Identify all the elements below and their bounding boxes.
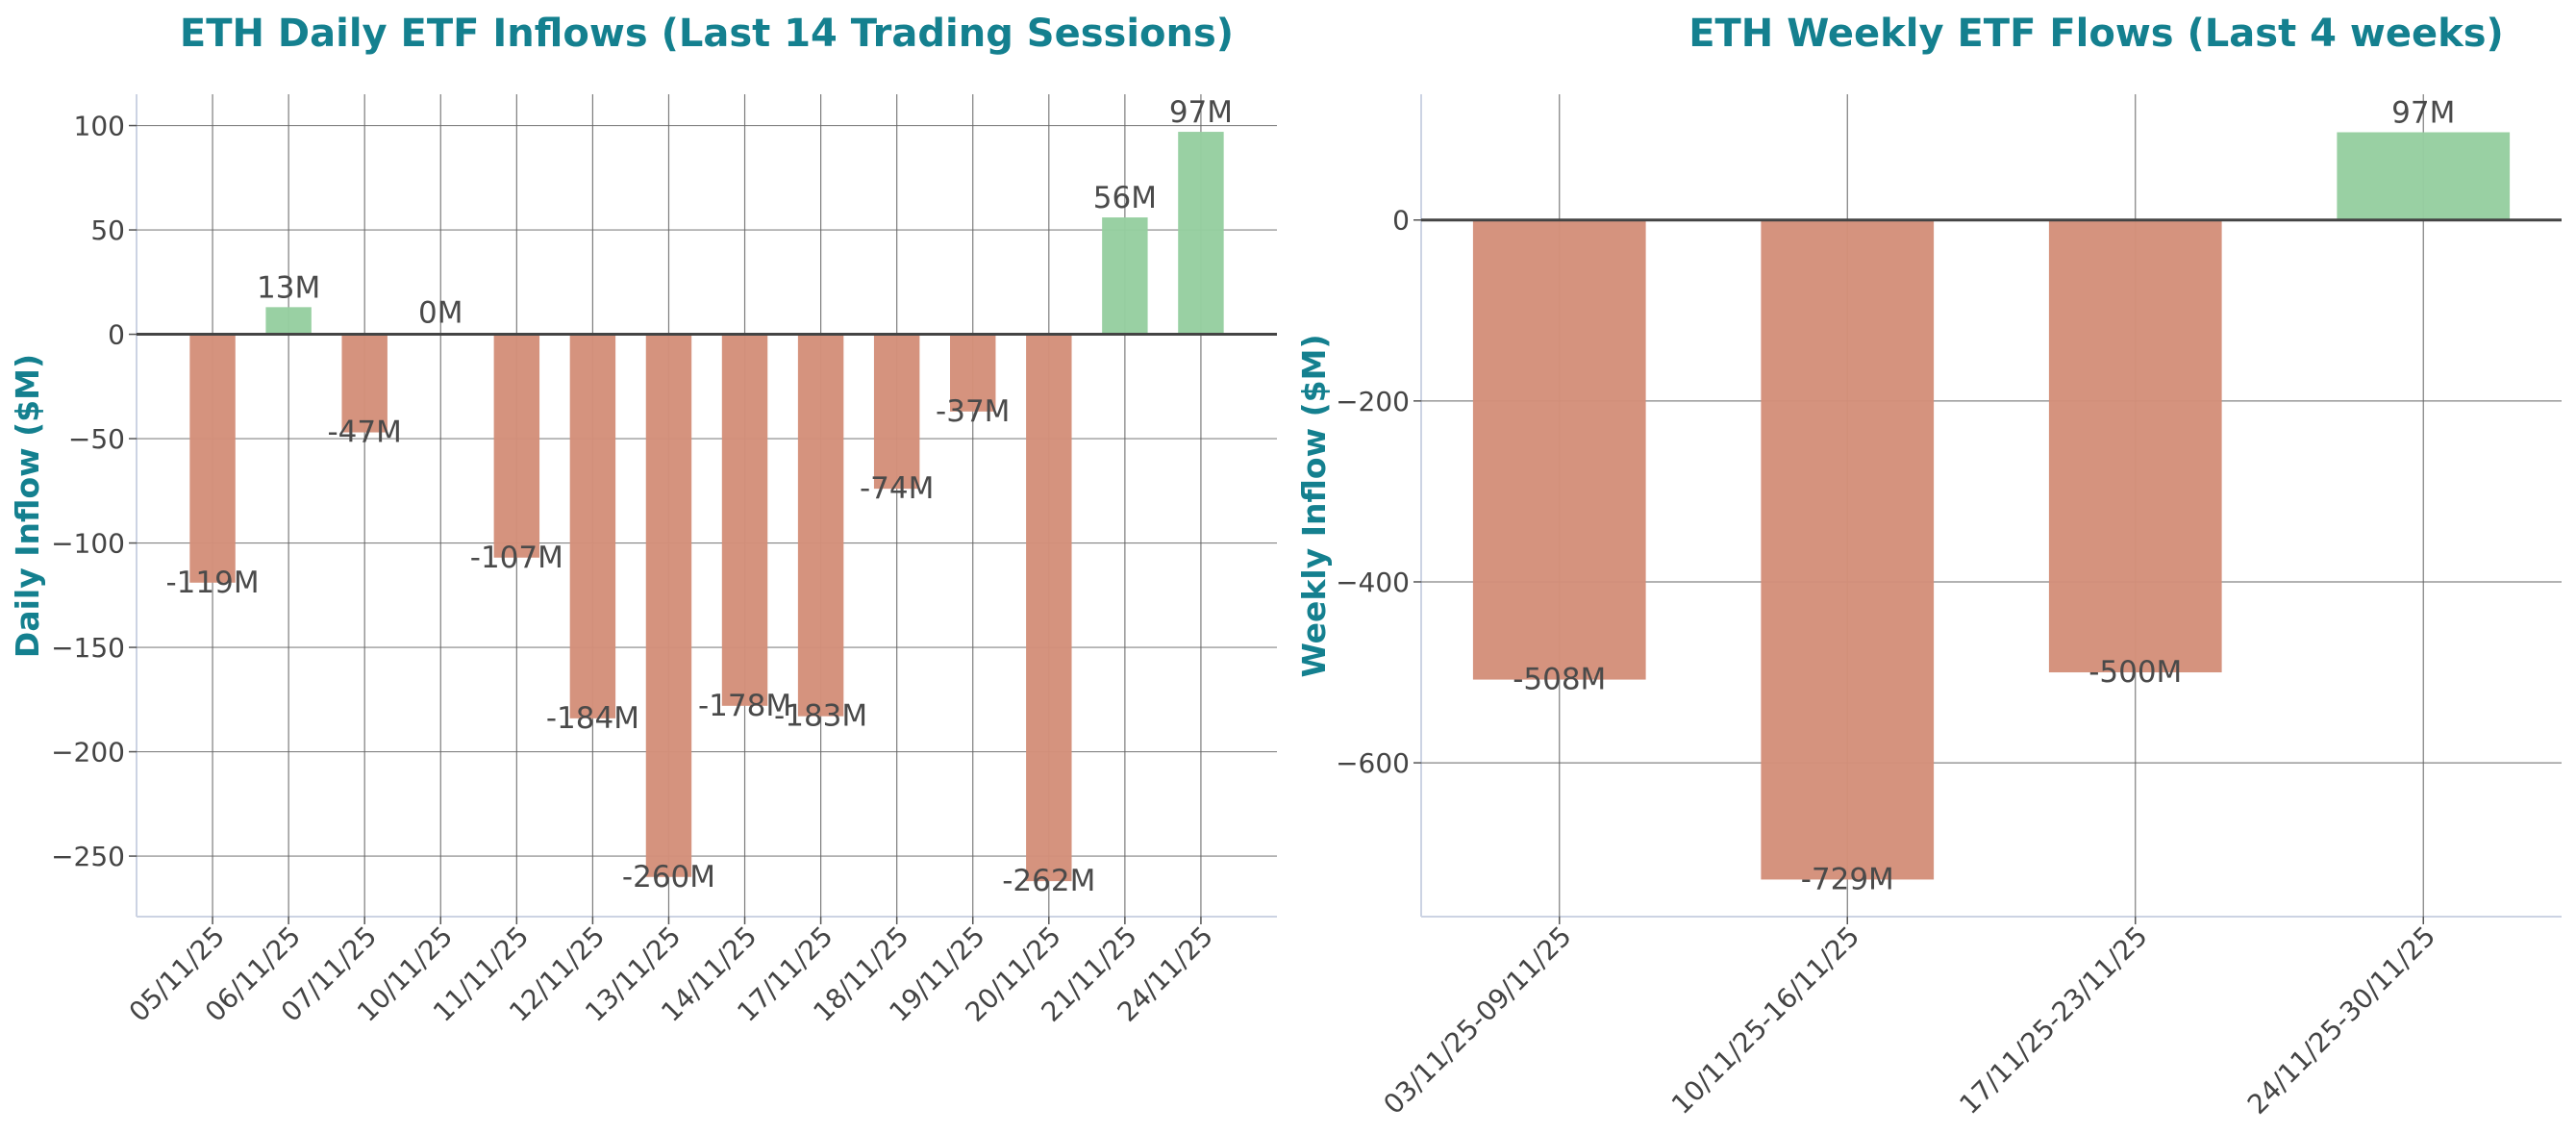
daily-bar	[646, 335, 691, 877]
weekly-y-axis-label: Weekly Inflow ($M)	[1295, 334, 1333, 677]
daily-chart-title: ETH Daily ETF Inflows (Last 14 Trading S…	[180, 12, 1234, 56]
daily-bar	[494, 335, 539, 558]
daily-bar-value-label: 0M	[418, 296, 463, 331]
weekly-bar	[1761, 220, 1934, 880]
weekly-plot-area: 0 −200 −400 −600 03/11/25-09/11/25 -508M 10/11…	[1336, 94, 2562, 1121]
weekly-ytick-label: −200	[1336, 386, 1410, 417]
daily-ytick-label: 50	[90, 214, 125, 246]
weekly-xtick-label: 03/11/25-09/11/25	[1377, 920, 1577, 1121]
daily-ytick-label: −150	[51, 632, 125, 664]
daily-bar	[189, 335, 235, 583]
weekly-ytick-label: −600	[1336, 747, 1410, 779]
daily-ytick-label: −200	[51, 737, 125, 769]
daily-ytick-label: −50	[68, 423, 125, 455]
daily-bar-value-label: -184M	[546, 701, 639, 736]
weekly-chart-title: ETH Weekly ETF Flows (Last 4 weeks)	[1688, 12, 2504, 56]
weekly-bar	[2337, 133, 2510, 220]
daily-ytick-label: −100	[51, 528, 125, 560]
daily-bar	[798, 335, 843, 717]
daily-bar-value-label: 56M	[1093, 181, 1157, 215]
daily-plot-area: 100500−50−100−150−200−25005/11/25-119M06…	[51, 94, 1277, 1028]
daily-bar-value-label: 97M	[1169, 95, 1233, 130]
weekly-xtick-label: 17/11/25-23/11/25	[1953, 920, 2153, 1121]
daily-bar	[1026, 335, 1071, 882]
daily-bar	[874, 335, 919, 490]
daily-bar-value-label: -262M	[1002, 864, 1095, 898]
daily-bar-value-label: -119M	[166, 566, 260, 600]
daily-ytick-label: 100	[74, 111, 125, 142]
daily-ytick-label: 0	[108, 319, 125, 351]
weekly-xtick-label: 10/11/25-16/11/25	[1665, 920, 1865, 1121]
daily-bar	[1102, 217, 1147, 335]
daily-bar-value-label: -107M	[470, 541, 563, 575]
weekly-bar-value-label: 97M	[2391, 96, 2455, 131]
daily-bar	[265, 307, 311, 334]
daily-y-axis-label: Daily Inflow ($M)	[9, 354, 46, 658]
daily-bar-value-label: -37M	[936, 394, 1010, 429]
weekly-bar-value-label: -729M	[1801, 862, 1894, 896]
daily-bar-value-label: -260M	[622, 860, 715, 895]
daily-bar	[1178, 132, 1223, 334]
daily-bar-value-label: -183M	[774, 699, 867, 734]
daily-bar-value-label: -74M	[860, 471, 934, 506]
weekly-bar	[2049, 220, 2222, 672]
daily-ytick-label: −250	[51, 841, 125, 872]
daily-bar	[722, 335, 767, 706]
weekly-bar	[1473, 220, 1646, 680]
weekly-ytick-label: −400	[1336, 567, 1410, 598]
weekly-bar-value-label: -508M	[1513, 663, 1606, 697]
weekly-xtick-label: 24/11/25-30/11/25	[2241, 920, 2441, 1121]
daily-bar-value-label: 13M	[257, 270, 320, 305]
weekly-bar-value-label: -500M	[2088, 655, 2182, 690]
daily-bar-value-label: -47M	[328, 416, 402, 450]
daily-bar	[570, 335, 615, 718]
weekly-ytick-label: 0	[1392, 205, 1410, 237]
